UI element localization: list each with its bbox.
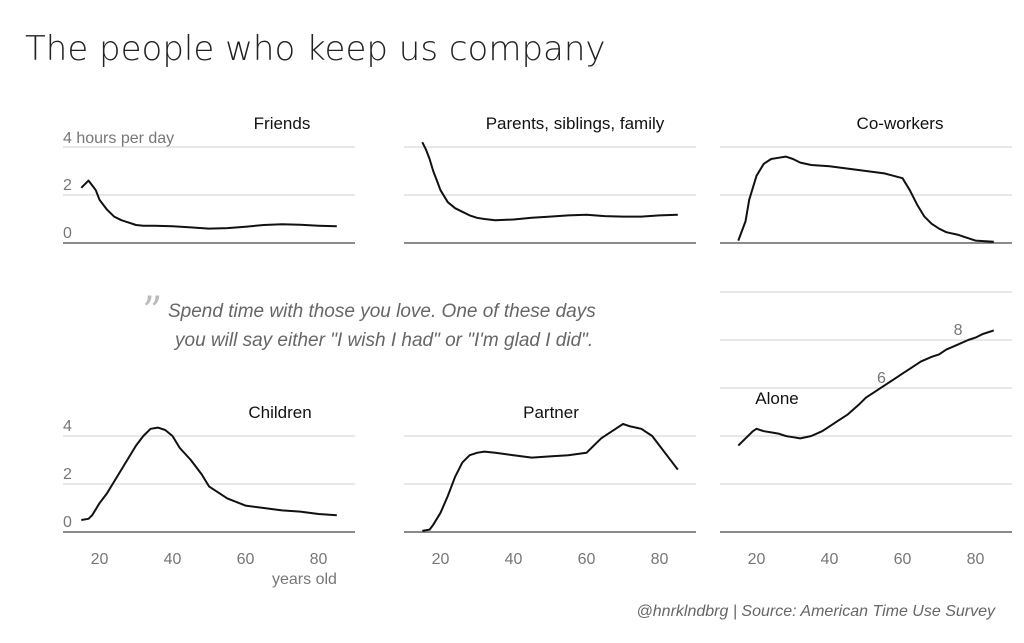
- x-tick-label: 40: [821, 551, 839, 568]
- source-credit: @hnrklndbrg | Source: American Time Use …: [637, 603, 996, 620]
- y-tick-label: 2: [63, 177, 72, 194]
- x-tick-label: 60: [237, 551, 255, 568]
- panel-title: Parents, siblings, family: [486, 114, 665, 133]
- panel-parents-siblings-family: Parents, siblings, family: [404, 114, 696, 244]
- series-line: [422, 423, 679, 532]
- y-tick-label: 6: [877, 370, 886, 387]
- panel-friends: 2 0 4 hours per day Friends: [63, 114, 355, 244]
- x-tick-label: 60: [578, 551, 596, 568]
- panel-title: Co-workers: [857, 114, 944, 133]
- x-tick-label: 20: [432, 551, 450, 568]
- x-tick-label: 20: [748, 551, 766, 568]
- series-line: [421, 141, 678, 222]
- y-tick-label: 0: [63, 225, 72, 242]
- quote-line-1: Spend time with those you love. One of t…: [168, 301, 596, 322]
- x-tick-label: 80: [310, 551, 328, 568]
- x-axis-label: years old: [272, 571, 337, 588]
- x-tick-label: 60: [894, 551, 912, 568]
- quote-mark: ”: [142, 289, 162, 335]
- y-tick-label: 2: [63, 466, 72, 483]
- y-tick-label: 8: [954, 322, 963, 339]
- x-tick-label: 40: [505, 551, 523, 568]
- x-tick-label: 80: [651, 551, 669, 568]
- panel-alone: 8 6 20 40 60 80 Alone: [720, 291, 1012, 568]
- panel-title: Partner: [523, 403, 579, 422]
- panel-title: Friends: [254, 114, 311, 133]
- series-line: [81, 426, 337, 521]
- panel-co-workers: Co-workers: [720, 114, 1012, 244]
- x-tick-label: 20: [91, 551, 109, 568]
- y-tick-label: 0: [63, 514, 72, 531]
- y-tick-label: 4: [63, 418, 72, 435]
- y-axis-unit-label: 4 hours per day: [63, 130, 174, 147]
- figure-title: The people who keep us company: [25, 29, 606, 69]
- x-tick-label: 80: [967, 551, 985, 568]
- quote-line-2: you will say either "I wish I had" or "I…: [173, 330, 593, 351]
- series-line: [737, 329, 995, 447]
- x-tick-label: 40: [164, 551, 182, 568]
- panel-title: Children: [248, 403, 311, 422]
- panel-title: Alone: [755, 389, 798, 408]
- series-line: [737, 155, 994, 243]
- panel-partner: 20 40 60 80 Partner: [404, 403, 696, 568]
- series-line: [80, 179, 337, 230]
